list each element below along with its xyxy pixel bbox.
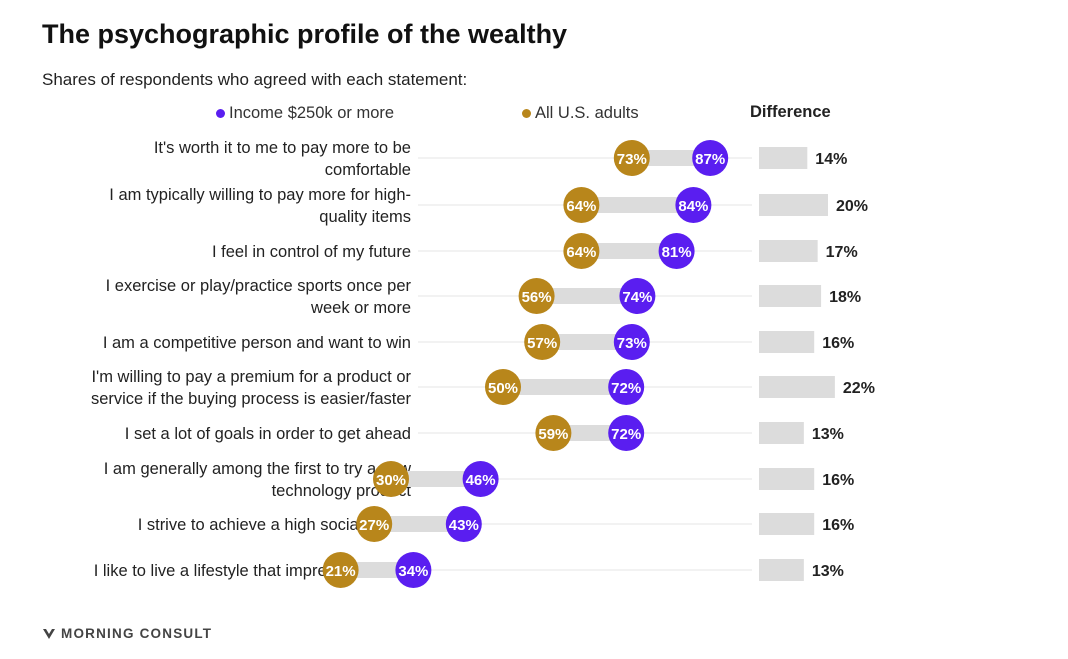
difference-value-label: 16%	[822, 472, 854, 489]
legend-all-adults-label: All U.S. adults	[535, 104, 639, 122]
connector-bar	[553, 425, 627, 441]
income-dot	[608, 369, 645, 405]
morning-consult-logo-icon	[43, 628, 55, 639]
all-adults-value-label: 57%	[527, 335, 557, 352]
legend-all-adults: All U.S. adults	[522, 104, 639, 123]
difference-bar	[759, 147, 808, 169]
legend-all-adults-dot-icon	[522, 109, 531, 118]
all-adults-dot	[518, 278, 555, 314]
income-dot	[445, 506, 482, 542]
difference-bar	[759, 468, 815, 490]
income-value-label: 87%	[695, 151, 725, 168]
difference-header: Difference	[750, 103, 831, 121]
all-adults-value-label: 21%	[326, 563, 356, 580]
chart-title: The psychographic profile of the wealthy	[42, 19, 568, 49]
all-adults-value-label: 27%	[359, 517, 389, 534]
difference-value-label: 20%	[836, 198, 868, 215]
income-value-label: 81%	[662, 244, 692, 261]
income-value-label: 72%	[611, 380, 641, 397]
category-label: I exercise or play/practice sports once …	[106, 277, 412, 317]
difference-bar	[759, 422, 804, 444]
income-dot	[462, 461, 499, 497]
connector-bar	[374, 516, 464, 532]
all-adults-value-label: 64%	[566, 244, 596, 261]
connector-bar	[391, 471, 481, 487]
income-dot	[658, 233, 695, 269]
all-adults-value-label: 56%	[522, 289, 552, 306]
all-adults-dot	[356, 506, 393, 542]
difference-bar	[759, 376, 835, 398]
legend-income-dot-icon	[216, 109, 225, 118]
income-value-label: 34%	[398, 563, 428, 580]
all-adults-dot	[563, 233, 600, 269]
category-label: I am generally among the first to try a …	[104, 460, 412, 500]
all-adults-dot	[535, 415, 572, 451]
connector-bar	[503, 379, 627, 395]
all-adults-value-label: 50%	[488, 380, 518, 397]
footer-brand: MORNING CONSULT	[42, 626, 212, 641]
category-label: It's worth it to me to pay more to be com…	[154, 139, 411, 179]
difference-bar	[759, 513, 815, 535]
difference-value-label: 16%	[822, 517, 854, 534]
income-value-label: 46%	[466, 472, 496, 489]
category-label: I strive to achieve a high social status	[138, 516, 411, 534]
all-adults-value-label: 64%	[566, 198, 596, 215]
difference-value-label: 14%	[815, 151, 847, 168]
all-adults-dot	[563, 187, 600, 223]
category-label: I'm willing to pay a premium for a produ…	[91, 368, 412, 408]
income-value-label: 74%	[622, 289, 652, 306]
category-label: I set a lot of goals in order to get ahe…	[125, 425, 411, 443]
difference-value-label: 13%	[812, 563, 844, 580]
all-adults-dot	[322, 552, 359, 588]
income-dot	[395, 552, 432, 588]
difference-value-label: 13%	[812, 426, 844, 443]
category-label: I feel in control of my future	[212, 243, 411, 261]
connector-bar	[542, 334, 632, 350]
chart-subtitle: Shares of respondents who agreed with ea…	[42, 70, 468, 89]
income-dot	[675, 187, 712, 223]
income-dot	[613, 324, 650, 360]
all-adults-value-label: 73%	[617, 151, 647, 168]
income-dot	[619, 278, 656, 314]
all-adults-dot	[485, 369, 521, 405]
difference-bar	[759, 331, 815, 353]
difference-value-label: 18%	[829, 289, 861, 306]
connector-bar	[581, 243, 677, 259]
footer-brand-label: MORNING CONSULT	[61, 626, 213, 641]
category-label: I am a competitive person and want to wi…	[103, 334, 411, 352]
difference-bar	[759, 285, 822, 307]
income-value-label: 43%	[449, 517, 479, 534]
income-value-label: 73%	[617, 335, 647, 352]
connector-bar	[581, 197, 694, 213]
income-value-label: 72%	[611, 426, 641, 443]
income-dot	[692, 140, 729, 176]
all-adults-dot	[613, 140, 650, 176]
difference-bar	[759, 240, 818, 262]
difference-value-label: 17%	[826, 244, 858, 261]
all-adults-dot	[373, 461, 409, 497]
connector-bar	[340, 562, 414, 578]
all-adults-value-label: 59%	[538, 426, 568, 443]
category-label: I am typically willing to pay more for h…	[109, 186, 411, 226]
legend-income: Income $250k or more	[216, 104, 394, 123]
connector-bar	[631, 150, 711, 166]
difference-value-label: 16%	[822, 335, 854, 352]
income-value-label: 84%	[678, 198, 708, 215]
difference-value-label: 22%	[843, 380, 875, 397]
all-adults-dot	[524, 324, 561, 360]
difference-bar	[759, 559, 804, 581]
income-dot	[608, 415, 645, 451]
connector-bar	[536, 288, 638, 304]
legend-income-label: Income $250k or more	[229, 104, 395, 122]
all-adults-value-label: 30%	[376, 472, 406, 489]
difference-bar	[759, 194, 828, 216]
